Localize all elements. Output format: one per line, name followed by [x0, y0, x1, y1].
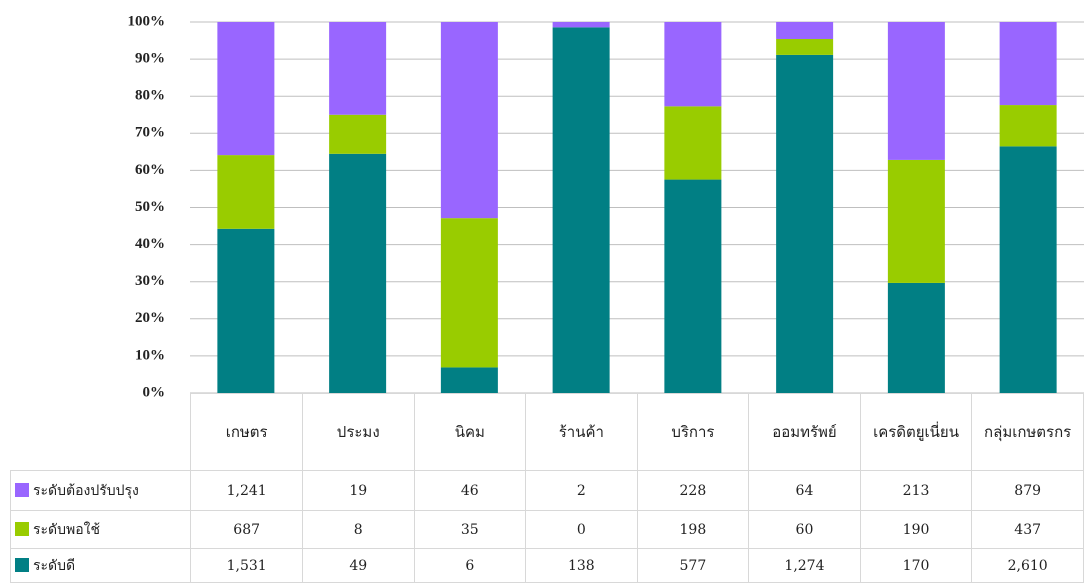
- y-tick-label: 90%: [135, 51, 165, 67]
- value-label: 879: [971, 470, 1084, 511]
- y-tick-label: 20%: [135, 310, 165, 326]
- category-label: ประมง: [301, 393, 415, 471]
- bar-segment: [552, 27, 610, 394]
- y-tick-label: 10%: [135, 347, 165, 363]
- bar-segment: [776, 54, 834, 393]
- category-label: นิคม: [413, 393, 527, 471]
- category-label: บริการ: [636, 393, 750, 471]
- value-label: 0: [525, 510, 638, 549]
- value-label: 49: [301, 548, 415, 583]
- category-label: เกษตร: [190, 393, 303, 471]
- bar-segment: [329, 153, 387, 393]
- legend-cell: ระดับต้องปรับปรุง: [9, 470, 192, 511]
- y-tick-label: 80%: [135, 88, 165, 104]
- bar-segment: [329, 22, 387, 115]
- bar-segment: [776, 38, 834, 55]
- legend-cell: ระดับพอใช้: [9, 510, 192, 549]
- y-tick-label: 60%: [135, 162, 165, 178]
- bar-segment: [217, 228, 275, 393]
- category-label: ออมทรัพย์: [748, 393, 861, 471]
- bar-segment: [664, 106, 722, 180]
- y-tick-label: 100%: [128, 13, 166, 29]
- legend-swatch: [15, 557, 29, 572]
- value-label: 1,241: [190, 470, 303, 511]
- value-label: 198: [636, 510, 750, 549]
- bar-segment: [887, 22, 945, 160]
- corner-cell: [11, 394, 191, 471]
- bar-segment: [217, 22, 275, 156]
- value-label: 577: [636, 548, 750, 583]
- bar-segment: [776, 22, 834, 39]
- category-label: ร้านค้า: [525, 393, 638, 471]
- value-label: 60: [748, 510, 861, 549]
- bar-segment: [664, 22, 722, 107]
- value-label: 2,610: [971, 548, 1084, 583]
- legend-cell: ระดับดี: [9, 548, 192, 583]
- value-label: 64: [748, 470, 861, 511]
- bar-segment: [999, 22, 1057, 106]
- bar-segment: [999, 146, 1057, 393]
- value-label: 6: [413, 548, 527, 583]
- value-label: 228: [636, 470, 750, 511]
- bar-segment: [217, 155, 275, 229]
- bar-segment: [329, 114, 387, 154]
- value-label: 138: [525, 548, 638, 583]
- bar-segment: [440, 367, 498, 393]
- value-label: 213: [859, 470, 973, 511]
- legend-label: ระดับพอใช้: [33, 521, 100, 538]
- value-label: 1,274: [748, 548, 861, 583]
- value-label: 46: [413, 470, 527, 511]
- value-label: 170: [859, 548, 973, 583]
- y-tick-label: 30%: [135, 273, 165, 289]
- value-label: 687: [190, 510, 303, 549]
- bar-segment: [440, 218, 498, 368]
- data-table: เกษตร ประมง นิคม ร้านค้า บริการ ออมทรัพย์ เครด…: [9, 393, 1084, 583]
- legend-label: ระดับดี: [33, 557, 76, 574]
- plot: 0% 10% 20% 30% 40% 50% 60% 70% 80% 90% 100%: [128, 13, 1084, 400]
- value-label: 8: [301, 510, 415, 549]
- value-label: 437: [971, 510, 1084, 549]
- series-row: ระดับต้องปรับปรุง 1,241 19 46 2 228 64 213 879: [9, 470, 1084, 511]
- category-label: กลุ่มเกษตรกร: [971, 393, 1084, 471]
- bar-segment: [552, 22, 610, 28]
- bar-segment: [664, 179, 722, 393]
- header-row: เกษตร ประมง นิคม ร้านค้า บริการ ออมทรัพย์ เครด…: [11, 393, 1084, 471]
- bar-segment: [887, 159, 945, 283]
- value-label: 2: [525, 470, 638, 511]
- legend-swatch: [15, 482, 29, 497]
- y-tick-label: 70%: [135, 125, 165, 141]
- value-label: 1,531: [190, 548, 303, 583]
- category-label: เครดิตยูเนี่ยน: [859, 393, 973, 471]
- legend-swatch: [15, 521, 29, 536]
- value-label: 19: [301, 470, 415, 511]
- legend-label: ระดับต้องปรับปรุง: [33, 482, 139, 499]
- y-tick-label: 50%: [135, 199, 165, 215]
- bar-segment: [887, 282, 945, 393]
- series-row: ระดับดี 1,531 49 6 138 577 1,274 170 2,610: [9, 548, 1084, 583]
- bar-segment: [440, 22, 498, 219]
- value-label: 35: [413, 510, 527, 549]
- y-tick-label: 40%: [135, 236, 165, 252]
- series-row: ระดับพอใช้ 687 8 35 0 198 60 190 437: [9, 510, 1084, 549]
- value-label: 190: [859, 510, 973, 549]
- y-tick-label: 0%: [143, 384, 166, 400]
- bar-segment: [999, 105, 1057, 147]
